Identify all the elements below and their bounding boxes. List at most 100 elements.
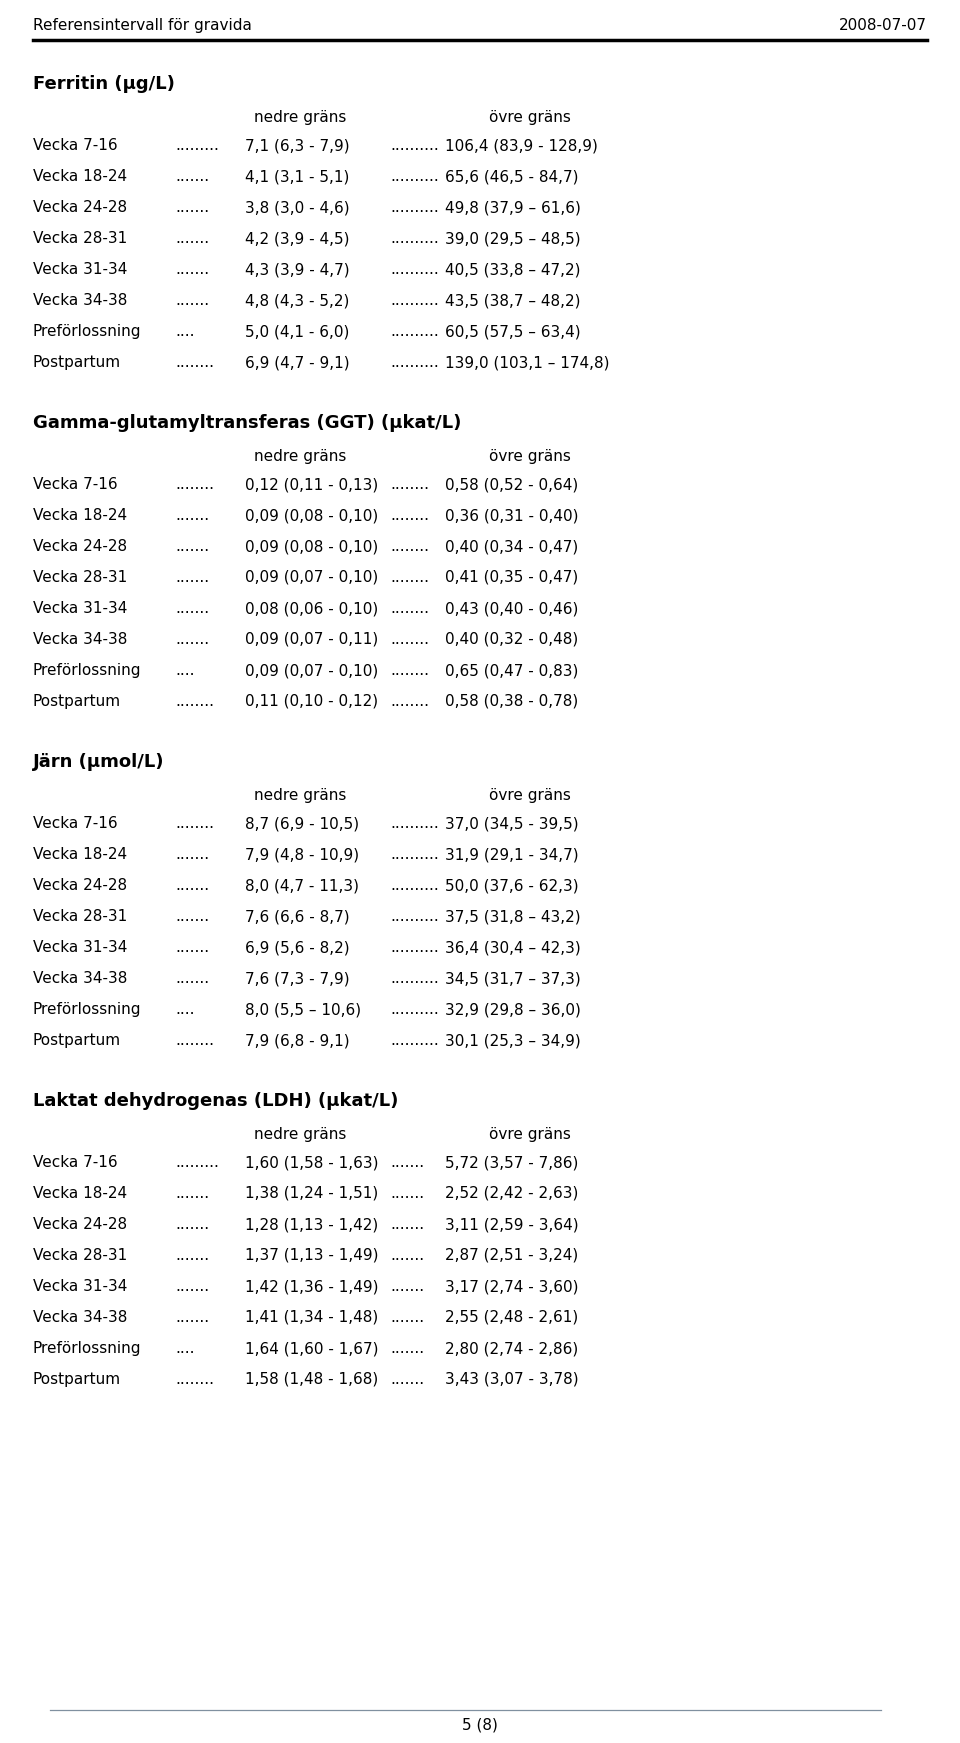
Text: ........: ........ xyxy=(390,507,429,523)
Text: Vecka 7-16: Vecka 7-16 xyxy=(33,478,118,492)
Text: ........: ........ xyxy=(175,694,214,709)
Text: ....: .... xyxy=(175,324,195,338)
Text: 0,09 (0,07 - 0,11): 0,09 (0,07 - 0,11) xyxy=(245,633,378,647)
Text: ..........: .......... xyxy=(390,261,439,277)
Text: 5 (8): 5 (8) xyxy=(462,1719,498,1733)
Text: 1,64 (1,60 - 1,67): 1,64 (1,60 - 1,67) xyxy=(245,1340,378,1356)
Text: Vecka 24-28: Vecka 24-28 xyxy=(33,878,127,892)
Text: 1,60 (1,58 - 1,63): 1,60 (1,58 - 1,63) xyxy=(245,1156,378,1170)
Text: 8,0 (4,7 - 11,3): 8,0 (4,7 - 11,3) xyxy=(245,878,359,892)
Text: 0,09 (0,08 - 0,10): 0,09 (0,08 - 0,10) xyxy=(245,507,378,523)
Text: .......: ....... xyxy=(390,1248,424,1264)
Text: Vecka 28-31: Vecka 28-31 xyxy=(33,910,128,924)
Text: 1,38 (1,24 - 1,51): 1,38 (1,24 - 1,51) xyxy=(245,1185,378,1201)
Text: 3,43 (3,07 - 3,78): 3,43 (3,07 - 3,78) xyxy=(445,1372,579,1387)
Text: 0,11 (0,10 - 0,12): 0,11 (0,10 - 0,12) xyxy=(245,694,378,709)
Text: nedre gräns: nedre gräns xyxy=(253,450,347,464)
Text: ..........: .......... xyxy=(390,232,439,246)
Text: ........: ........ xyxy=(390,662,429,678)
Text: 1,37 (1,13 - 1,49): 1,37 (1,13 - 1,49) xyxy=(245,1248,378,1264)
Text: 0,36 (0,31 - 0,40): 0,36 (0,31 - 0,40) xyxy=(445,507,579,523)
Text: Vecka 28-31: Vecka 28-31 xyxy=(33,570,128,586)
Text: ..........: .......... xyxy=(390,138,439,153)
Text: Preförlossning: Preförlossning xyxy=(33,1002,141,1016)
Text: 139,0 (103,1 – 174,8): 139,0 (103,1 – 174,8) xyxy=(445,356,610,370)
Text: 2008-07-07: 2008-07-07 xyxy=(839,17,927,33)
Text: .......: ....... xyxy=(175,1217,209,1232)
Text: .......: ....... xyxy=(175,169,209,185)
Text: ....: .... xyxy=(175,1340,195,1356)
Text: .......: ....... xyxy=(390,1340,424,1356)
Text: Vecka 7-16: Vecka 7-16 xyxy=(33,816,118,831)
Text: .......: ....... xyxy=(175,539,209,554)
Text: 7,6 (7,3 - 7,9): 7,6 (7,3 - 7,9) xyxy=(245,971,349,987)
Text: 5,0 (4,1 - 6,0): 5,0 (4,1 - 6,0) xyxy=(245,324,349,338)
Text: Vecka 24-28: Vecka 24-28 xyxy=(33,1217,127,1232)
Text: 3,8 (3,0 - 4,6): 3,8 (3,0 - 4,6) xyxy=(245,200,349,214)
Text: ........: ........ xyxy=(175,816,214,831)
Text: ..........: .......... xyxy=(390,1034,439,1048)
Text: 40,5 (33,8 – 47,2): 40,5 (33,8 – 47,2) xyxy=(445,261,581,277)
Text: .......: ....... xyxy=(175,293,209,309)
Text: ........: ........ xyxy=(175,478,214,492)
Text: övre gräns: övre gräns xyxy=(489,788,571,804)
Text: 60,5 (57,5 – 63,4): 60,5 (57,5 – 63,4) xyxy=(445,324,581,338)
Text: Vecka 28-31: Vecka 28-31 xyxy=(33,232,128,246)
Text: ..........: .......... xyxy=(390,910,439,924)
Text: Vecka 24-28: Vecka 24-28 xyxy=(33,539,127,554)
Text: 0,65 (0,47 - 0,83): 0,65 (0,47 - 0,83) xyxy=(445,662,578,678)
Text: .......: ....... xyxy=(175,200,209,214)
Text: 3,11 (2,59 - 3,64): 3,11 (2,59 - 3,64) xyxy=(445,1217,579,1232)
Text: 8,7 (6,9 - 10,5): 8,7 (6,9 - 10,5) xyxy=(245,816,359,831)
Text: 0,41 (0,35 - 0,47): 0,41 (0,35 - 0,47) xyxy=(445,570,578,586)
Text: ..........: .......... xyxy=(390,293,439,309)
Text: Vecka 31-34: Vecka 31-34 xyxy=(33,601,128,615)
Text: .......: ....... xyxy=(175,847,209,863)
Text: 4,1 (3,1 - 5,1): 4,1 (3,1 - 5,1) xyxy=(245,169,349,185)
Text: 0,40 (0,32 - 0,48): 0,40 (0,32 - 0,48) xyxy=(445,633,578,647)
Text: .......: ....... xyxy=(390,1279,424,1293)
Text: Vecka 28-31: Vecka 28-31 xyxy=(33,1248,128,1264)
Text: 7,1 (6,3 - 7,9): 7,1 (6,3 - 7,9) xyxy=(245,138,349,153)
Text: ........: ........ xyxy=(390,633,429,647)
Text: 0,43 (0,40 - 0,46): 0,43 (0,40 - 0,46) xyxy=(445,601,578,615)
Text: ....: .... xyxy=(175,662,195,678)
Text: nedre gräns: nedre gräns xyxy=(253,110,347,125)
Text: ..........: .......... xyxy=(390,169,439,185)
Text: Ferritin (µg/L): Ferritin (µg/L) xyxy=(33,75,175,92)
Text: 0,09 (0,07 - 0,10): 0,09 (0,07 - 0,10) xyxy=(245,570,378,586)
Text: Vecka 31-34: Vecka 31-34 xyxy=(33,1279,128,1293)
Text: 0,58 (0,52 - 0,64): 0,58 (0,52 - 0,64) xyxy=(445,478,578,492)
Text: 7,9 (6,8 - 9,1): 7,9 (6,8 - 9,1) xyxy=(245,1034,349,1048)
Text: 4,8 (4,3 - 5,2): 4,8 (4,3 - 5,2) xyxy=(245,293,349,309)
Text: ..........: .......... xyxy=(390,356,439,370)
Text: 0,40 (0,34 - 0,47): 0,40 (0,34 - 0,47) xyxy=(445,539,578,554)
Text: .......: ....... xyxy=(175,1311,209,1325)
Text: ..........: .......... xyxy=(390,816,439,831)
Text: Vecka 18-24: Vecka 18-24 xyxy=(33,507,127,523)
Text: 65,6 (46,5 - 84,7): 65,6 (46,5 - 84,7) xyxy=(445,169,579,185)
Text: ........: ........ xyxy=(175,1034,214,1048)
Text: 4,3 (3,9 - 4,7): 4,3 (3,9 - 4,7) xyxy=(245,261,349,277)
Text: 1,42 (1,36 - 1,49): 1,42 (1,36 - 1,49) xyxy=(245,1279,378,1293)
Text: Preförlossning: Preförlossning xyxy=(33,1340,141,1356)
Text: ..........: .......... xyxy=(390,200,439,214)
Text: Vecka 7-16: Vecka 7-16 xyxy=(33,138,118,153)
Text: 7,6 (6,6 - 8,7): 7,6 (6,6 - 8,7) xyxy=(245,910,349,924)
Text: ..........: .......... xyxy=(390,324,439,338)
Text: 8,0 (5,5 – 10,6): 8,0 (5,5 – 10,6) xyxy=(245,1002,361,1016)
Text: ..........: .......... xyxy=(390,878,439,892)
Text: .......: ....... xyxy=(390,1372,424,1387)
Text: 2,55 (2,48 - 2,61): 2,55 (2,48 - 2,61) xyxy=(445,1311,578,1325)
Text: 0,09 (0,07 - 0,10): 0,09 (0,07 - 0,10) xyxy=(245,662,378,678)
Text: Vecka 24-28: Vecka 24-28 xyxy=(33,200,127,214)
Text: nedre gräns: nedre gräns xyxy=(253,788,347,804)
Text: .........: ......... xyxy=(175,1156,219,1170)
Text: Vecka 34-38: Vecka 34-38 xyxy=(33,633,128,647)
Text: Referensintervall för gravida: Referensintervall för gravida xyxy=(33,17,252,33)
Text: Postpartum: Postpartum xyxy=(33,1034,121,1048)
Text: 49,8 (37,9 – 61,6): 49,8 (37,9 – 61,6) xyxy=(445,200,581,214)
Text: 1,41 (1,34 - 1,48): 1,41 (1,34 - 1,48) xyxy=(245,1311,378,1325)
Text: ..........: .......... xyxy=(390,847,439,863)
Text: ........: ........ xyxy=(390,601,429,615)
